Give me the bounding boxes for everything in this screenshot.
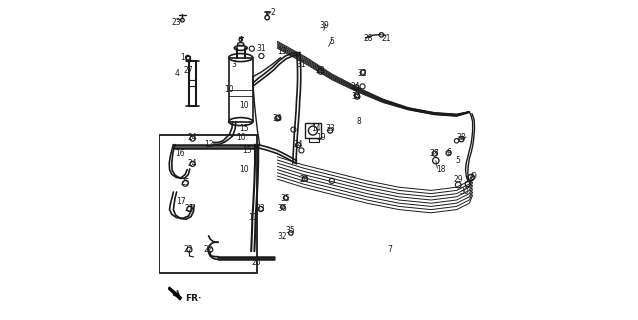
Text: 4: 4 [174,69,179,78]
Text: 3: 3 [232,60,237,68]
Text: 33: 33 [325,124,335,132]
Text: 25: 25 [181,178,190,187]
Text: 20: 20 [252,258,262,267]
Text: 30: 30 [460,188,470,196]
Text: 24: 24 [293,140,303,148]
Text: 13: 13 [278,47,287,56]
Bar [309,138,319,142]
Text: 33: 33 [255,204,265,212]
Text: 34: 34 [351,92,360,100]
Text: 22: 22 [204,245,213,254]
Text: 29: 29 [454,175,463,184]
Text: 31: 31 [297,60,306,68]
Text: 32: 32 [278,232,287,241]
Bar [229,58,253,122]
Text: 23: 23 [172,18,181,27]
Text: 24: 24 [188,159,197,168]
Text: 18: 18 [436,165,445,174]
Text: 31: 31 [256,44,266,52]
Text: 16: 16 [175,149,184,158]
Text: 37: 37 [429,149,439,158]
Text: 27: 27 [184,66,193,75]
Text: 38: 38 [457,133,466,142]
Text: 24: 24 [188,133,197,142]
Text: 21: 21 [382,34,391,43]
Text: 26: 26 [300,175,309,184]
Text: 22: 22 [183,245,193,254]
Text: 14: 14 [311,124,321,132]
Text: 10: 10 [224,85,234,94]
Text: 5: 5 [329,37,334,46]
Text: 12: 12 [204,140,213,148]
Text: 24: 24 [351,82,360,91]
Text: 15: 15 [239,124,249,132]
Text: 11: 11 [249,213,258,222]
Text: 5: 5 [456,156,461,164]
Text: 10: 10 [239,101,249,110]
Text: 9: 9 [471,172,477,180]
Text: 35: 35 [281,194,290,203]
Text: 25: 25 [184,204,194,212]
Text: 1: 1 [181,53,186,62]
Text: 34: 34 [272,114,282,123]
Text: 35: 35 [285,226,295,235]
Text: 8: 8 [357,117,361,126]
Text: FR·: FR· [185,294,202,303]
Text: 2: 2 [271,8,275,17]
Text: 10: 10 [236,133,246,142]
Bar [186,56,190,61]
Text: 29: 29 [316,66,325,75]
Text: 15: 15 [242,146,252,155]
Text: 10: 10 [239,165,249,174]
Polygon shape [168,287,181,300]
Bar [304,123,322,138]
Text: 17: 17 [176,197,186,206]
Text: 28: 28 [364,34,373,43]
Text: 39: 39 [319,21,329,30]
Text: 6: 6 [446,148,451,156]
Bar [159,135,256,273]
Text: 36: 36 [278,204,287,212]
Text: 32: 32 [357,69,367,78]
Text: 19: 19 [316,133,325,142]
Text: 7: 7 [387,245,392,254]
